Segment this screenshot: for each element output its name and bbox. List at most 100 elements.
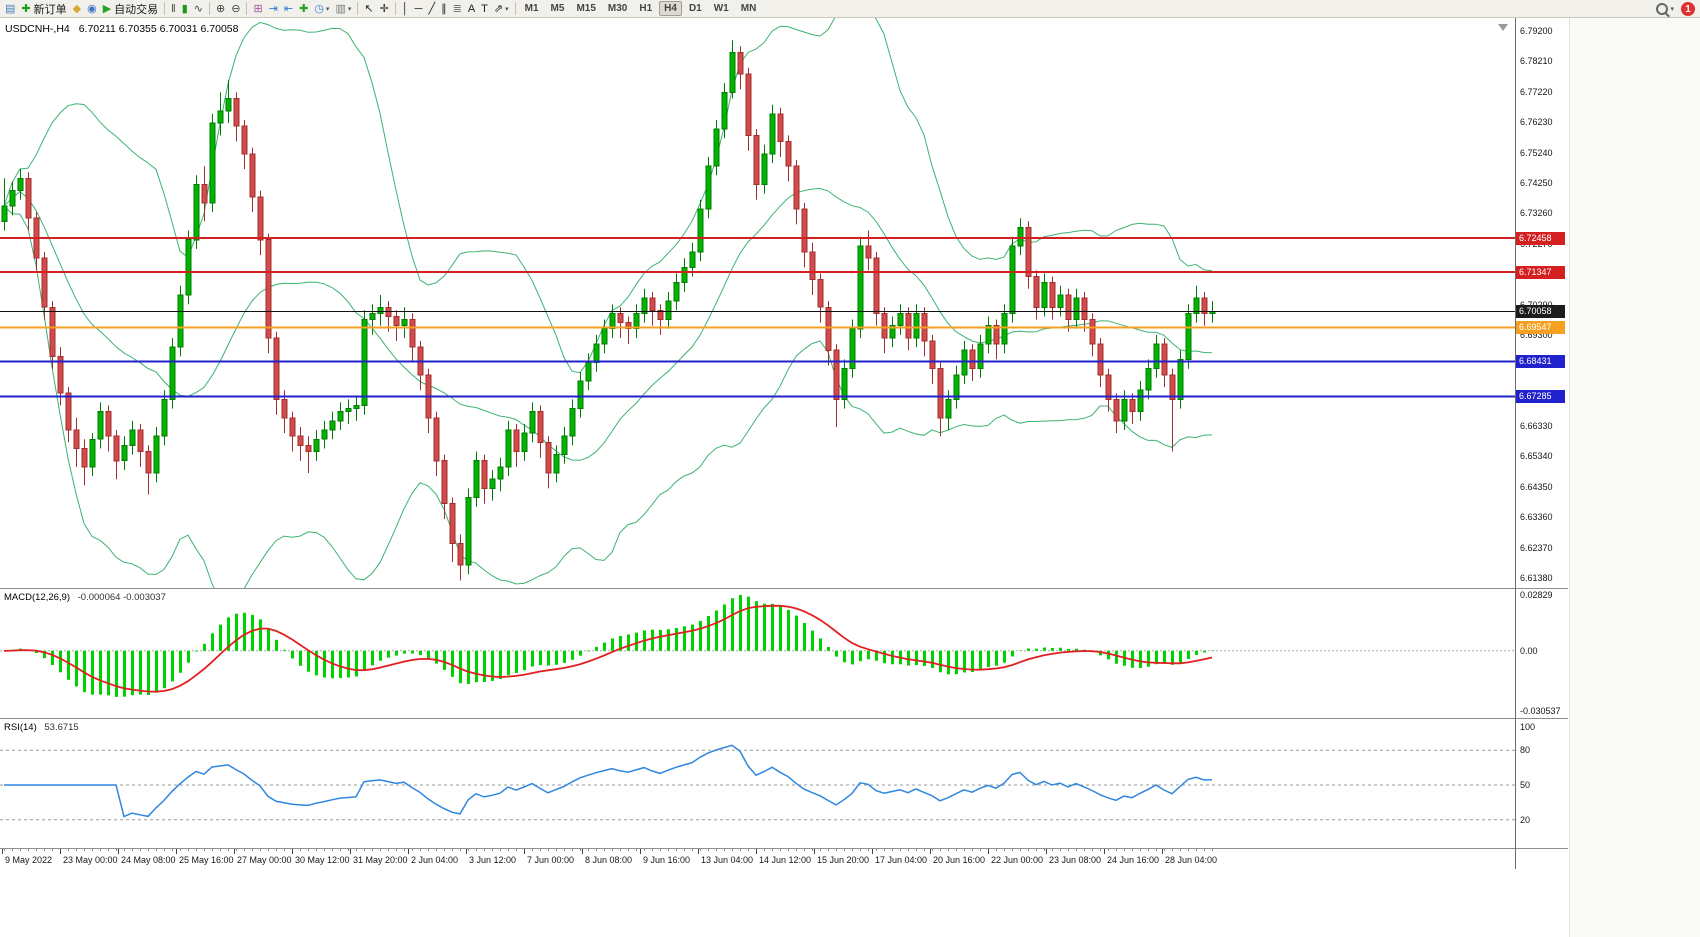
- symbol-period-label: USDCNH-,H4: [5, 23, 70, 35]
- toolbar-groups: ▤ ✚ 新订单 ◆ ◉ ▶ 自动交易 ‖ ▮ ∿ ⊕ ⊖ ⊞ ⇥ ⇤ ✚ ◷ ▾ ▥ ▾ ↖ ✛ │ ─ ╱ ∥ ≣ A T ⇗ ▾ M1 M5…: [2, 1, 762, 17]
- chart-shift-marker[interactable]: [1498, 24, 1508, 31]
- horizontal-line-button[interactable]: ─: [412, 1, 426, 17]
- metaeditor-button[interactable]: ◆: [70, 1, 84, 17]
- fibonacci-button[interactable]: ≣: [450, 1, 465, 17]
- price-chart[interactable]: [0, 18, 1515, 588]
- auto-scroll-button[interactable]: ⇥: [266, 1, 281, 17]
- line-chart-button[interactable]: ∿: [191, 1, 206, 17]
- candle: [1137, 389, 1144, 413]
- candle: [1161, 343, 1168, 376]
- price-axis-label: 6.77220: [1520, 86, 1553, 97]
- label-icon: T: [481, 2, 488, 15]
- candle: [1009, 245, 1016, 314]
- new-order-button[interactable]: ✚ 新订单: [18, 1, 69, 17]
- macd-axis-label: 0.02829: [1520, 590, 1553, 600]
- timeframe-m1-button[interactable]: M1: [524, 3, 539, 14]
- vertical-line-icon: │: [401, 2, 409, 15]
- indicators-button[interactable]: ✚: [296, 1, 311, 17]
- price-axis-label: 6.76230: [1520, 117, 1553, 128]
- macd-axis-label: 0.00: [1520, 645, 1538, 656]
- candle: [505, 429, 512, 468]
- candle: [281, 398, 288, 419]
- tile-windows-button[interactable]: ⊞: [250, 1, 265, 17]
- macd-panel[interactable]: [0, 589, 1515, 718]
- zoom-in-icon: ⊕: [216, 2, 226, 15]
- candle: [401, 319, 408, 327]
- candle: [41, 257, 48, 308]
- candle: [249, 153, 256, 198]
- candle: [321, 429, 328, 440]
- candle: [937, 368, 944, 419]
- panel-separator[interactable]: [0, 588, 1568, 589]
- timeframe-h4-button[interactable]: H4: [659, 1, 682, 16]
- date-label: 13 Jun 04:00: [701, 855, 753, 865]
- candle: [777, 113, 784, 143]
- bars-chart-button[interactable]: ‖: [168, 1, 179, 17]
- chart-window-button[interactable]: ▤: [2, 1, 18, 17]
- notification-badge[interactable]: 1: [1681, 2, 1695, 16]
- candle: [617, 312, 624, 324]
- price-axis-label: 6.74250: [1520, 177, 1553, 188]
- candle: [449, 503, 456, 545]
- label-button[interactable]: T: [478, 1, 491, 17]
- periods-icon: ◷: [314, 2, 324, 15]
- toolbar-separator: [394, 2, 396, 15]
- community-button[interactable]: ◉: [84, 1, 100, 17]
- panel-separator[interactable]: [0, 718, 1568, 719]
- candle: [1097, 343, 1104, 376]
- toolbar-separator: [164, 2, 166, 15]
- chevron-down-icon: ▾: [347, 5, 352, 13]
- candle: [345, 408, 352, 413]
- periods-button[interactable]: ◷ ▾: [311, 1, 332, 17]
- candle: [1025, 227, 1032, 278]
- candle: [273, 337, 280, 400]
- arrows-button[interactable]: ⇗ ▾: [491, 1, 512, 17]
- candle: [185, 239, 192, 296]
- chart-shift-button[interactable]: ⇤: [281, 1, 296, 17]
- trendline-button[interactable]: ╱: [425, 1, 438, 17]
- vertical-line-button[interactable]: │: [399, 1, 412, 17]
- timeframe-w1-button[interactable]: W1: [713, 3, 729, 14]
- timeframe-m30-button[interactable]: M30: [607, 3, 628, 14]
- timeframe-m15-button[interactable]: M15: [576, 3, 596, 14]
- chart-window-icon: ▤: [5, 2, 16, 15]
- date-label: 9 May 2022: [5, 855, 52, 865]
- candle: [1, 205, 8, 222]
- crosshair-button[interactable]: ✛: [377, 1, 392, 17]
- cursor-button[interactable]: ↖: [361, 1, 376, 17]
- candle: [953, 374, 960, 400]
- date-label: 24 May 08:00: [121, 855, 176, 865]
- channel-button[interactable]: ∥: [438, 1, 450, 17]
- candle: [577, 380, 584, 409]
- candle: [569, 408, 576, 437]
- rsi-panel[interactable]: [0, 719, 1515, 848]
- templates-button[interactable]: ▥ ▾: [332, 1, 354, 17]
- candle: [337, 411, 344, 422]
- candle: [129, 429, 136, 446]
- search-button[interactable]: ▾: [1656, 3, 1674, 15]
- timeframe-m5-button[interactable]: M5: [550, 3, 565, 14]
- price-level-badge: 6.69547: [1516, 320, 1565, 334]
- date-label: 3 Jun 12:00: [469, 855, 516, 865]
- text-button[interactable]: A: [465, 1, 478, 17]
- macd-values: -0.000064 -0.003037: [77, 592, 166, 603]
- candle: [561, 435, 568, 456]
- candlesticks-button[interactable]: ▮: [179, 1, 191, 17]
- timeframe-h1-button[interactable]: H1: [639, 3, 653, 14]
- date-axis[interactable]: 9 May 2022 23 May 00:00 24 May 08:00 25 May…: [0, 849, 1515, 869]
- candle: [433, 417, 440, 462]
- candle: [393, 316, 400, 327]
- price-axis[interactable]: 6.79200 6.78210 6.77220 6.76230 6.75240 6.742…: [1516, 18, 1568, 588]
- trendline-icon: ╱: [428, 2, 436, 15]
- candle: [977, 343, 984, 370]
- zoom-in-button[interactable]: ⊕: [213, 1, 228, 17]
- toolbar-separator: [246, 2, 248, 15]
- auto-trading-button[interactable]: ▶ 自动交易: [100, 1, 161, 17]
- rsi-axis-label: 80: [1520, 745, 1531, 756]
- toolbar-group: ↖ ✛: [361, 1, 391, 17]
- timeframe-d1-button[interactable]: D1: [688, 3, 702, 14]
- price-axis-label: 6.70290: [1520, 300, 1553, 310]
- zoom-out-button[interactable]: ⊖: [228, 1, 243, 17]
- candle: [441, 460, 448, 505]
- timeframe-mn-button[interactable]: MN: [740, 3, 757, 14]
